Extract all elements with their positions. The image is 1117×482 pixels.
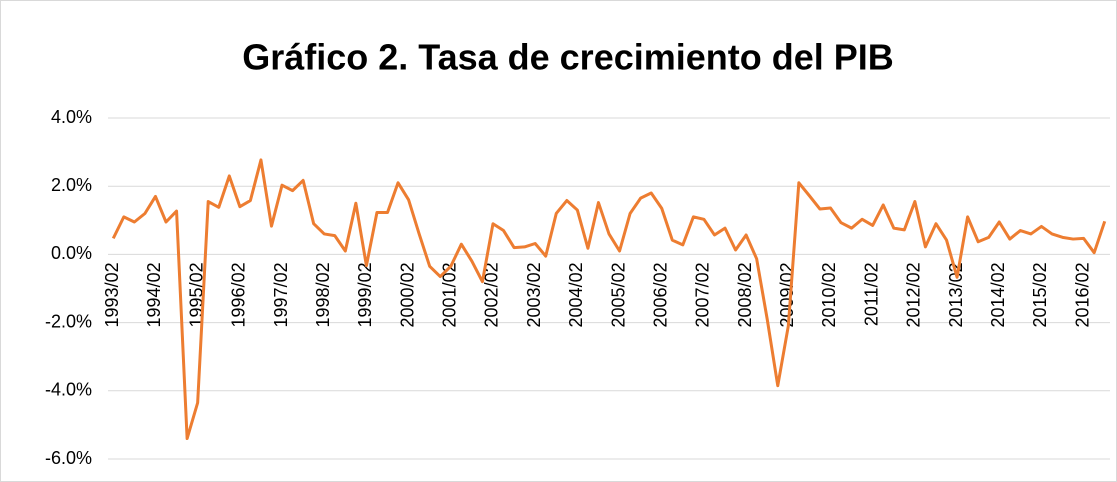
- x-tick-label: 2003/02: [524, 262, 544, 327]
- x-tick-label: 1998/02: [313, 262, 333, 327]
- y-tick-label: 0.0%: [51, 243, 92, 263]
- x-tick-label: 2012/02: [904, 262, 924, 327]
- x-tick-label: 2010/02: [819, 262, 839, 327]
- x-tick-label: 1997/02: [271, 262, 291, 327]
- x-tick-label: 2005/02: [608, 262, 628, 327]
- x-tick-label: 2000/02: [397, 262, 417, 327]
- x-tick-label: 2008/02: [735, 262, 755, 327]
- x-tick-label: 2009/02: [777, 262, 797, 327]
- x-tick-label: 2011/02: [861, 262, 881, 326]
- x-tick-label: 2004/02: [566, 262, 586, 327]
- x-tick-label: 2014/02: [988, 262, 1008, 327]
- y-tick-label: -2.0%: [45, 311, 92, 331]
- x-tick-label: 1994/02: [144, 262, 164, 327]
- x-tick-label: 2006/02: [650, 262, 670, 327]
- y-tick-label: 4.0%: [51, 107, 92, 127]
- x-tick-label: 1993/02: [102, 262, 122, 327]
- x-tick-label: 2007/02: [693, 262, 713, 327]
- y-tick-label: -6.0%: [45, 448, 92, 468]
- x-tick-label: 1996/02: [229, 262, 249, 327]
- x-tick-label: 2002/02: [482, 262, 502, 327]
- x-tick-label: 2001/02: [440, 262, 460, 327]
- data-line: [111, 158, 1107, 441]
- x-tick-label: 2013/02: [946, 262, 966, 327]
- chart-title: Gráfico 2. Tasa de crecimiento del PIB: [242, 37, 894, 78]
- x-tick-label: 2015/02: [1030, 262, 1050, 327]
- y-tick-label: -4.0%: [45, 380, 92, 400]
- x-tick-label: 2016/02: [1072, 262, 1092, 327]
- y-tick-label: 2.0%: [51, 175, 92, 195]
- x-tick-label: 1999/02: [355, 262, 375, 327]
